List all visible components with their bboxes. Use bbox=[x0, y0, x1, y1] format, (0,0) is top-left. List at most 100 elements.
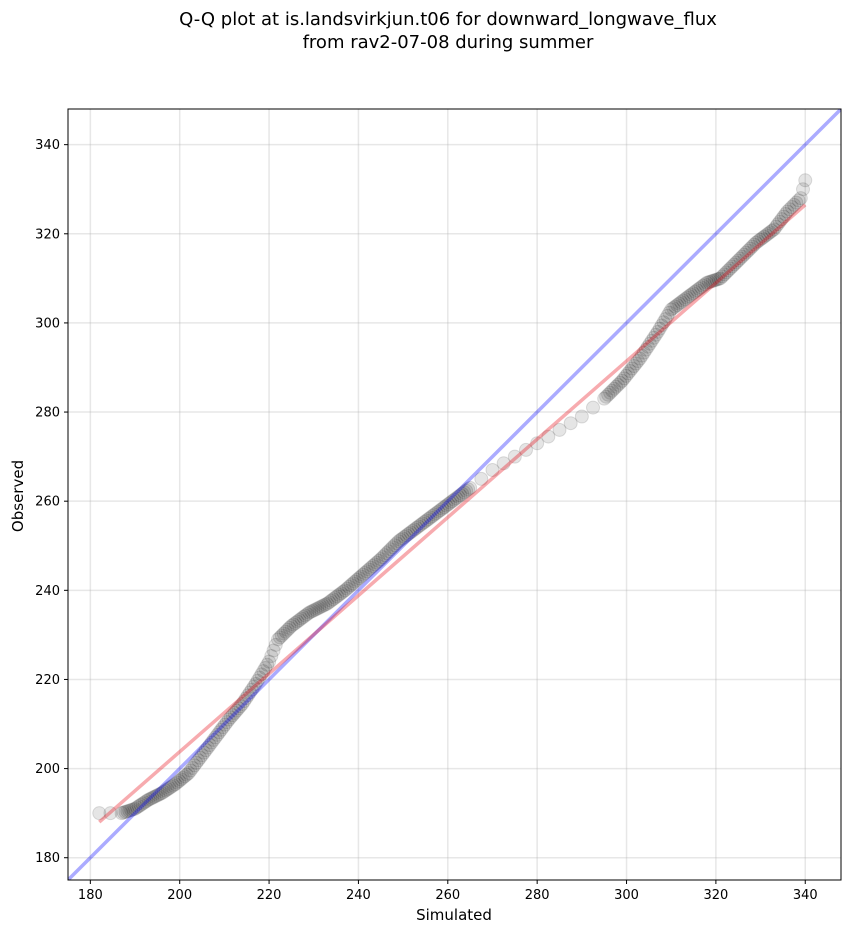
scatter-point bbox=[272, 630, 287, 645]
scatter-point bbox=[377, 548, 392, 563]
scatter-point bbox=[703, 274, 718, 289]
scatter-point bbox=[330, 589, 345, 604]
x-tick-label: 280 bbox=[525, 888, 550, 903]
scatter-point bbox=[191, 753, 206, 768]
scatter-point bbox=[120, 804, 135, 819]
scatter-point bbox=[145, 790, 160, 805]
scatter-point bbox=[179, 767, 194, 782]
scatter-point bbox=[274, 628, 289, 643]
scatter-point bbox=[678, 292, 693, 307]
scatter-point bbox=[759, 228, 774, 243]
scatter-point bbox=[768, 219, 783, 234]
scatter-point bbox=[312, 600, 327, 615]
scatter-point bbox=[302, 605, 317, 620]
x-tick-label: 240 bbox=[346, 888, 371, 903]
scatter-point bbox=[601, 387, 616, 402]
plot-area bbox=[68, 109, 841, 880]
scatter-point bbox=[518, 442, 533, 457]
scatter-point bbox=[252, 670, 267, 685]
scatter-point bbox=[135, 796, 150, 811]
scatter-point bbox=[563, 416, 578, 431]
scatter-point bbox=[705, 273, 720, 288]
scatter-point bbox=[365, 559, 380, 574]
scatter-point bbox=[530, 436, 545, 451]
scatter-point bbox=[646, 330, 661, 345]
scatter-point bbox=[225, 708, 240, 723]
scatter-point bbox=[139, 794, 154, 809]
scatter-point bbox=[353, 569, 368, 584]
x-tick-label: 320 bbox=[703, 888, 728, 903]
scatter-point bbox=[761, 226, 776, 241]
scatter-point bbox=[630, 354, 645, 369]
scatter-point bbox=[103, 806, 118, 821]
chart-title-line-2: from rav2-07-08 during summer bbox=[302, 32, 594, 53]
scatter-point bbox=[158, 783, 173, 798]
scatter-point bbox=[793, 191, 808, 206]
scatter-point bbox=[379, 546, 394, 561]
scatter-point bbox=[208, 730, 223, 745]
y-tick-label: 260 bbox=[35, 495, 60, 510]
x-axis-label: Simulated bbox=[416, 906, 492, 924]
scatter-point bbox=[415, 516, 430, 531]
y-tick-label: 340 bbox=[35, 138, 60, 153]
scatter-point bbox=[92, 806, 107, 821]
scatter-point bbox=[770, 217, 785, 232]
scatter-point bbox=[244, 682, 259, 697]
scatter-point bbox=[212, 725, 227, 740]
scatter-point bbox=[242, 685, 257, 700]
scatter-point bbox=[355, 567, 370, 582]
scatter-point bbox=[597, 391, 612, 406]
scatter-point bbox=[254, 667, 269, 682]
scatter-point bbox=[383, 542, 398, 557]
chart-title-line-1: Q-Q plot at is.landsvirkjun.t06 for down… bbox=[179, 9, 717, 30]
scatter-point bbox=[405, 523, 420, 538]
scatter-point bbox=[731, 253, 746, 268]
scatter-point bbox=[210, 727, 225, 742]
scatter-point bbox=[334, 586, 349, 601]
y-axis-label: Observed bbox=[9, 460, 27, 532]
scatter-point bbox=[682, 289, 697, 304]
scatter-point bbox=[437, 500, 452, 515]
scatter-point bbox=[264, 649, 279, 664]
scatter-point bbox=[345, 576, 360, 591]
scatter-point bbox=[615, 373, 630, 388]
scatter-point bbox=[599, 389, 614, 404]
scatter-point bbox=[237, 694, 252, 709]
y-tick-label: 180 bbox=[35, 851, 60, 866]
scatter-point bbox=[640, 339, 655, 354]
scatter-point bbox=[195, 748, 210, 763]
scatter-point bbox=[116, 805, 131, 820]
scatter-point bbox=[413, 517, 428, 532]
scatter-point bbox=[634, 348, 649, 363]
scatter-point bbox=[164, 779, 179, 794]
scatter-point bbox=[609, 379, 624, 394]
scatter-point bbox=[149, 788, 164, 803]
scatter-point bbox=[256, 664, 271, 679]
scatter-point bbox=[395, 531, 410, 546]
scatter-point bbox=[332, 587, 347, 602]
scatter-point bbox=[310, 601, 325, 616]
scatter-point bbox=[617, 371, 632, 386]
scatter-point bbox=[342, 579, 357, 594]
scatter-point bbox=[644, 333, 659, 348]
scatter-point bbox=[755, 231, 770, 246]
scatter-point bbox=[347, 574, 362, 589]
scatter-point bbox=[686, 286, 701, 301]
scatter-point bbox=[160, 782, 175, 797]
scatter-point bbox=[662, 305, 677, 320]
scatter-point bbox=[699, 275, 714, 290]
scatter-point bbox=[735, 249, 750, 264]
scatter-point bbox=[552, 422, 567, 437]
scatter-point bbox=[707, 273, 722, 288]
scatter-point bbox=[721, 263, 736, 278]
scatter-point bbox=[672, 296, 687, 311]
scatter-point bbox=[147, 789, 162, 804]
scatter-point bbox=[233, 699, 248, 714]
scatter-point bbox=[603, 385, 618, 400]
scatter-point bbox=[239, 691, 254, 706]
scatter-point bbox=[298, 608, 313, 623]
scatter-point bbox=[709, 272, 724, 287]
scatter-point bbox=[314, 599, 329, 614]
scatter-point bbox=[619, 368, 634, 383]
scatter-point bbox=[774, 212, 789, 227]
